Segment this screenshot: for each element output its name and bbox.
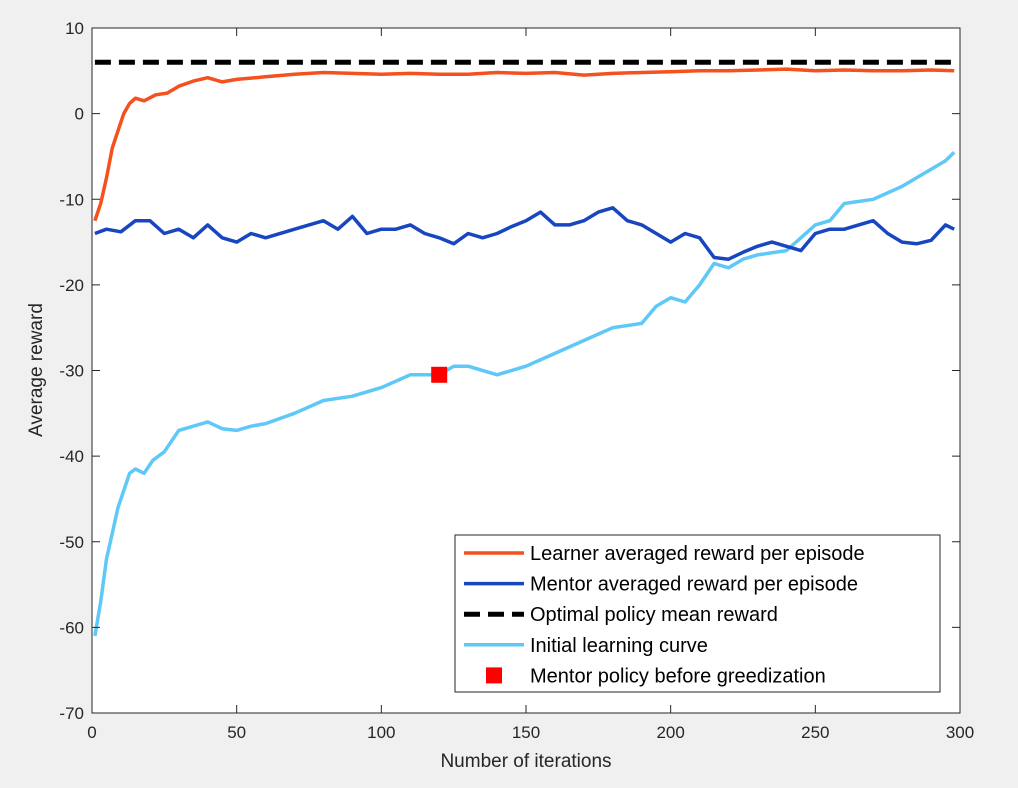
legend: Learner averaged reward per episode Mento… [454, 534, 941, 693]
y-tick-label: -20 [59, 276, 84, 295]
legend-items: Learner averaged reward per episode Mento… [464, 543, 865, 687]
x-tick-label: 0 [87, 723, 96, 742]
y-tick-label: -70 [59, 704, 84, 723]
legend-box [454, 534, 941, 693]
series-line-learner-averaged-reward-per-episode [93, 67, 955, 222]
x-tick-label: 100 [367, 723, 395, 742]
y-tick-label: -10 [59, 190, 84, 209]
legend-label-optimal-policy-mean-reward: Optimal policy mean reward [530, 604, 778, 626]
y-tick-label: -50 [59, 533, 84, 552]
x-axis: 0 50 100 150 200 250 300 [87, 28, 974, 742]
y-axis: -70 -60 -50 -40 -30 -20 -10 0 10 [59, 19, 960, 723]
y-tick-label: 10 [65, 19, 84, 38]
x-tick-label: 200 [656, 723, 684, 742]
series-line-mentor-averaged-reward-per-episode [94, 206, 955, 261]
y-axis-label: Average reward [26, 303, 47, 437]
y-tick-label: -40 [59, 447, 84, 466]
x-tick-label: 50 [227, 723, 246, 742]
legend-label-learner-averaged-reward-per-episode: Learner averaged reward per episode [530, 543, 865, 565]
y-tick-label: 0 [75, 105, 84, 124]
x-tick-label: 300 [946, 723, 974, 742]
legend-label-mentor-policy-before-greedization: Mentor policy before greedization [530, 665, 826, 687]
y-tick-label: -30 [59, 362, 84, 381]
series-marker-mentor-policy-before-greedization [431, 366, 448, 383]
legend-label-initial-learning-curve: Initial learning curve [530, 635, 708, 657]
legend-label-mentor-averaged-reward-per-episode: Mentor averaged reward per episode [530, 574, 858, 596]
series-line-initial-learning-curve [93, 150, 956, 637]
x-tick-label: 150 [512, 723, 540, 742]
series-layer [93, 59, 956, 637]
legend-swatch-mentor-policy-before-greedization [486, 667, 502, 684]
y-tick-label: -60 [59, 618, 84, 637]
x-tick-label: 250 [801, 723, 829, 742]
x-axis-label: Number of iterations [440, 751, 611, 772]
